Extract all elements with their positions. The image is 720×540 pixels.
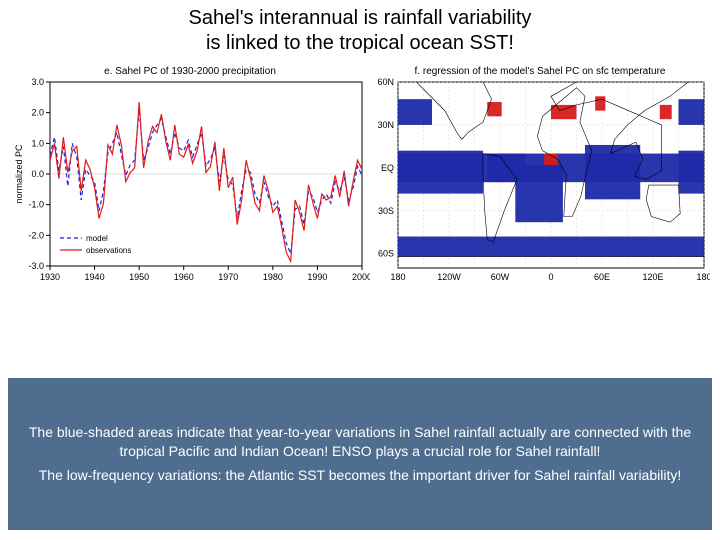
svg-text:model: model (86, 234, 108, 243)
left-chart-svg: -3.0 -2.0 -1.0 0.0 1.0 2.0 3.0 1930 1940 1950 1960… (10, 78, 370, 288)
svg-text:EQ: EQ (381, 163, 394, 173)
svg-text:1930: 1930 (40, 272, 60, 282)
svg-text:3.0: 3.0 (31, 78, 44, 87)
svg-text:60W: 60W (491, 272, 510, 282)
svg-text:-2.0: -2.0 (28, 230, 44, 240)
svg-text:120W: 120W (437, 272, 461, 282)
svg-text:-1.0: -1.0 (28, 200, 44, 210)
right-map-panel: f. regression of the model's Sahel PC on… (370, 66, 710, 286)
svg-text:30N: 30N (377, 120, 394, 130)
svg-text:2000: 2000 (352, 272, 370, 282)
svg-text:0: 0 (548, 272, 553, 282)
svg-text:180: 180 (696, 272, 710, 282)
caption-para1: The blue-shaded areas indicate that year… (16, 423, 704, 461)
svg-text:1950: 1950 (129, 272, 149, 282)
left-chart-title: e. Sahel PC of 1930-2000 precipitation (10, 66, 370, 77)
svg-text:observations: observations (86, 246, 131, 255)
right-map-svg: 180 120W 60W 0 60E 120E 180 60S 30S EQ 30N 60N (370, 78, 710, 288)
left-chart-panel: e. Sahel PC of 1930-2000 precipitation -… (10, 66, 370, 286)
svg-text:1970: 1970 (218, 272, 238, 282)
svg-text:60E: 60E (594, 272, 610, 282)
svg-text:1960: 1960 (174, 272, 194, 282)
svg-text:2.0: 2.0 (31, 108, 44, 118)
right-map-title: f. regression of the model's Sahel PC on… (370, 66, 710, 77)
svg-text:normalized PC: normalized PC (14, 144, 24, 204)
caption-para2: The low-frequency variations: the Atlant… (16, 466, 704, 485)
chart-panels: e. Sahel PC of 1930-2000 precipitation -… (10, 66, 710, 286)
slide: Sahel's interannual is rainfall variabil… (0, 0, 720, 540)
svg-text:60N: 60N (377, 78, 394, 87)
slide-title: Sahel's interannual is rainfall variabil… (0, 6, 720, 56)
svg-text:30S: 30S (378, 206, 394, 216)
svg-text:1.0: 1.0 (31, 138, 44, 148)
title-line2: is linked to the tropical ocean SST! (206, 32, 514, 54)
svg-text:180: 180 (390, 272, 405, 282)
svg-text:60S: 60S (378, 249, 394, 259)
svg-text:0.0: 0.0 (31, 169, 44, 179)
svg-text:120E: 120E (642, 272, 663, 282)
caption-box: The blue-shaded areas indicate that year… (8, 378, 712, 530)
svg-text:1940: 1940 (85, 272, 105, 282)
svg-text:-3.0: -3.0 (28, 261, 44, 271)
title-line1: Sahel's interannual is rainfall variabil… (189, 7, 532, 29)
svg-text:1990: 1990 (307, 272, 327, 282)
svg-text:1980: 1980 (263, 272, 283, 282)
